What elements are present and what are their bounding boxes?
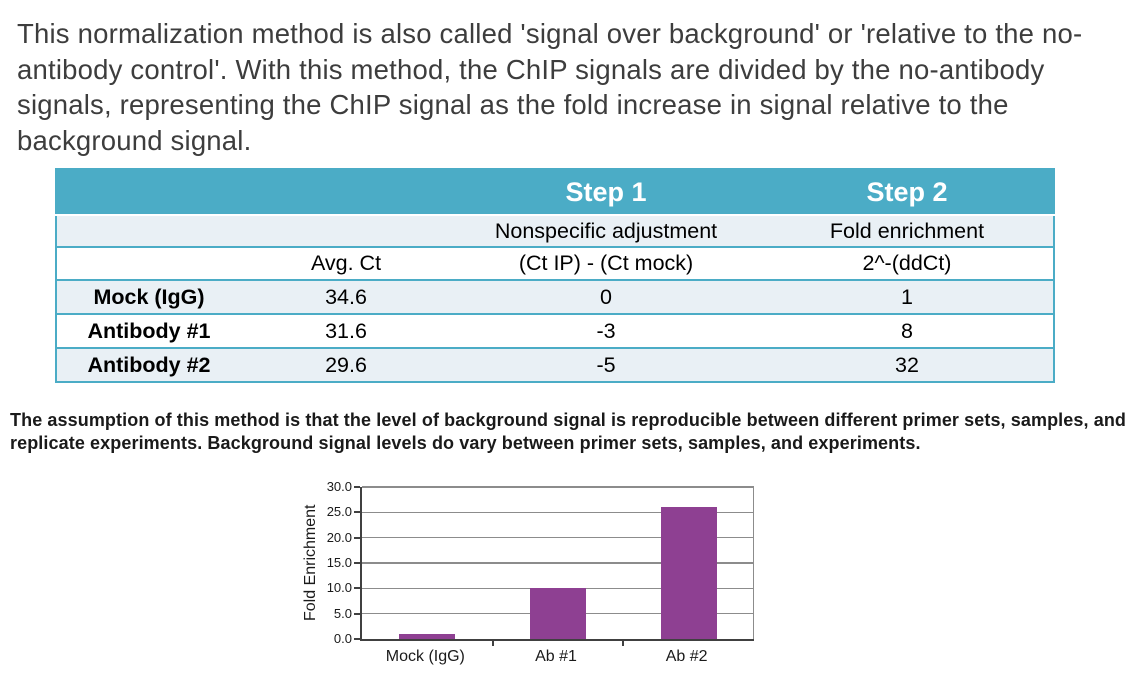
y-axis-tick	[354, 638, 360, 640]
table-formula-row: Avg. Ct (Ct IP) - (Ct mock) 2^-(ddCt)	[56, 246, 1054, 280]
value-cell: -3	[451, 313, 761, 348]
assumption-paragraph: The assumption of this method is that th…	[10, 410, 1127, 453]
y-tick-label: 30.0	[326, 479, 352, 494]
subheader-cell-empty	[56, 215, 241, 247]
y-tick-label: 0.0	[333, 631, 352, 646]
value-cell: 29.6	[241, 347, 451, 382]
formula-cell-step1: (Ct IP) - (Ct mock)	[451, 246, 761, 280]
y-tick-label: 5.0	[333, 605, 352, 621]
header-cell-empty	[56, 169, 241, 216]
table-data-rows: Mock (IgG) 34.6 0 1 Antibody #1 31.6 -3 8 Antibo…	[56, 279, 1054, 382]
y-axis-tick	[354, 511, 360, 514]
formula-cell-avg-ct: Avg. Ct	[241, 246, 451, 280]
subheader-cell-step1: Nonspecific adjustment	[451, 215, 761, 247]
x-category-label: Ab #2	[665, 648, 708, 665]
y-axis-tick	[354, 562, 360, 564]
chart-plot	[354, 486, 754, 646]
formula-cell-step2: 2^-(ddCt)	[761, 246, 1054, 280]
x-category-label: Ab #1	[535, 648, 577, 665]
y-axis-tick	[354, 612, 360, 615]
normalization-table: Step 1 Step 2 Nonspecific adjustment Fol…	[55, 168, 1055, 383]
subheader-cell-empty	[241, 215, 451, 247]
row-label-cell: Antibody #1	[56, 313, 241, 348]
y-axis-tick	[354, 587, 360, 590]
value-cell: 32	[761, 347, 1054, 382]
gridline	[362, 486, 754, 488]
y-tick-label: 10.0	[326, 580, 352, 596]
value-cell: 31.6	[241, 313, 451, 348]
intro-paragraph: This normalization method is also called…	[17, 18, 1083, 156]
bar-ab-2	[660, 507, 717, 639]
row-label-cell: Mock (IgG)	[56, 279, 241, 314]
table-row: Antibody #2 29.6 -5 32	[56, 347, 1054, 382]
value-cell: 1	[761, 279, 1054, 314]
gridline	[362, 562, 754, 564]
fold-enrichment-chart: Fold Enrichment 30.0 25.0 20.0 15.0 10.0 5.0 0…	[300, 477, 770, 675]
y-tick-label: 20.0	[326, 529, 352, 545]
y-axis-tick	[354, 536, 360, 539]
value-cell: -5	[451, 347, 761, 382]
gridline	[362, 587, 754, 590]
table-header-row: Step 1 Step 2	[56, 169, 1054, 216]
value-cell: 8	[761, 313, 1054, 348]
x-category-label: Mock (IgG)	[385, 648, 465, 665]
bar-mock-igg-	[399, 633, 456, 639]
table-row: Antibody #1 31.6 -3 8	[56, 313, 1054, 348]
formula-cell-empty	[56, 246, 241, 280]
value-cell: 0	[451, 279, 761, 314]
y-axis-tick	[354, 486, 360, 488]
bar-ab-1	[530, 588, 586, 639]
header-cell-empty	[241, 169, 451, 216]
header-cell-step2: Step 2	[761, 169, 1054, 216]
value-cell: 34.6	[241, 279, 451, 314]
x-axis-tick	[491, 639, 494, 646]
x-axis-tick	[622, 639, 625, 646]
gridline	[362, 511, 754, 514]
table-subheader-row: Nonspecific adjustment Fold enrichment	[56, 215, 1054, 247]
y-tick-label: 15.0	[326, 555, 352, 570]
row-label-cell: Antibody #2	[56, 347, 241, 382]
table-row: Mock (IgG) 34.6 0 1	[56, 279, 1054, 314]
subheader-cell-step2: Fold enrichment	[761, 215, 1054, 247]
y-tick-label: 25.0	[326, 504, 352, 520]
header-cell-step1: Step 1	[451, 169, 761, 216]
gridline	[362, 536, 754, 539]
